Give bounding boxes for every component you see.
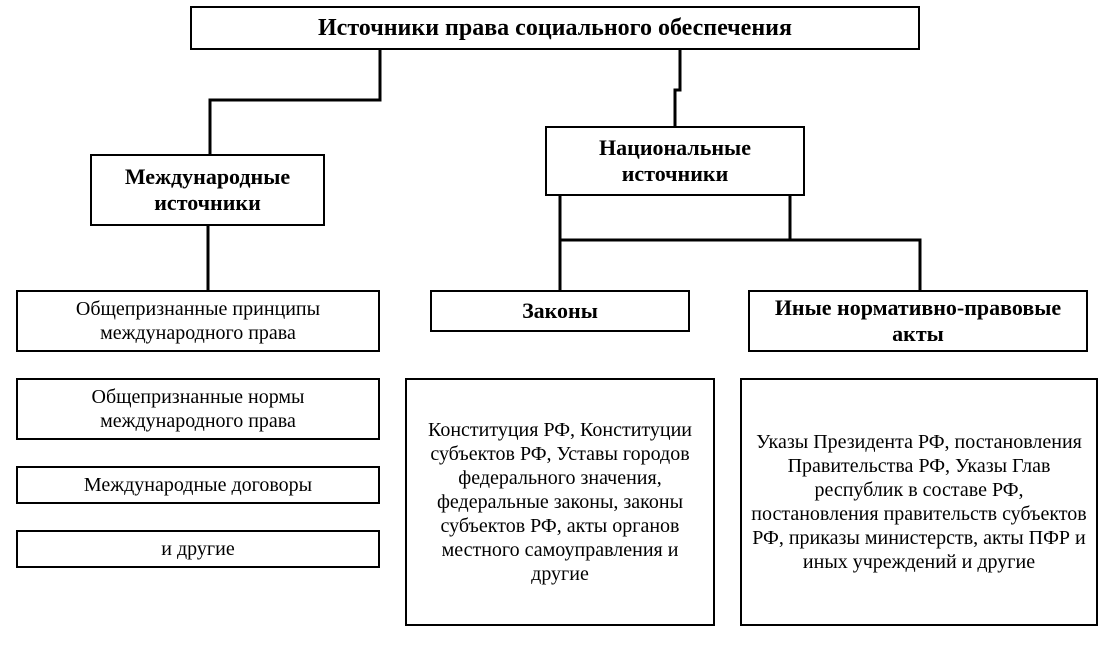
node-national: Национальные источники (545, 126, 805, 196)
node-national-label: Национальные источники (555, 135, 795, 188)
node-intl-c4: и другие (16, 530, 380, 568)
node-other-acts: Иные нормативно-правовые акты (748, 290, 1088, 352)
node-intl-c4-label: и другие (161, 537, 234, 561)
node-intl: Международные источники (90, 154, 325, 226)
node-intl-c1-label: Общепризнанные принципы международного п… (26, 297, 370, 345)
node-intl-label: Международные источники (100, 164, 315, 217)
node-intl-c2-label: Общепризнанные нормы международного прав… (26, 385, 370, 433)
node-root-label: Источники права социального обеспечения (318, 14, 792, 43)
node-intl-c3: Международные договоры (16, 466, 380, 504)
node-laws-label: Законы (522, 298, 598, 324)
node-other-acts-label: Иные нормативно-правовые акты (758, 295, 1078, 348)
node-intl-c3-label: Международные договоры (84, 473, 312, 497)
node-intl-c2: Общепризнанные нормы международного прав… (16, 378, 380, 440)
node-root: Источники права социального обеспечения (190, 6, 920, 50)
node-laws-detail-label: Конституция РФ, Конституции субъектов РФ… (415, 418, 705, 586)
node-other-detail-label: Указы Президента РФ, постановления Прави… (750, 430, 1088, 574)
node-other-detail: Указы Президента РФ, постановления Прави… (740, 378, 1098, 626)
node-laws-detail: Конституция РФ, Конституции субъектов РФ… (405, 378, 715, 626)
node-laws: Законы (430, 290, 690, 332)
node-intl-c1: Общепризнанные принципы международного п… (16, 290, 380, 352)
